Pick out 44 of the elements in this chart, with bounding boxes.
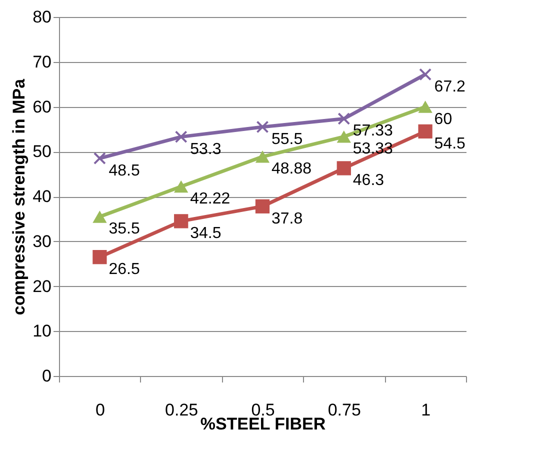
y-tick-label: 70: [32, 52, 52, 72]
data-label: 67.2: [434, 78, 466, 96]
point: [174, 180, 188, 193]
point: [336, 161, 351, 176]
x-axis-title: %STEEL FIBER: [200, 414, 326, 434]
point: [174, 214, 188, 228]
point: [419, 68, 432, 81]
y-tick-label: 60: [32, 97, 52, 116]
y-tick-label: 20: [32, 276, 52, 296]
point: [336, 130, 351, 143]
point: [255, 199, 270, 214]
data-label: 26.5: [108, 261, 140, 278]
data-label: 54.5: [434, 135, 466, 152]
y-tick-label: 80: [32, 8, 52, 26]
data-label: 35.5: [108, 220, 140, 238]
point: [93, 152, 106, 165]
data-label: 42.22: [190, 190, 230, 208]
point: [418, 100, 432, 113]
data-label: 57.33: [352, 122, 394, 140]
y-tick-label: 40: [32, 187, 52, 206]
point: [92, 250, 107, 264]
data-label: 48.88: [272, 160, 312, 178]
data-label: 53.3: [190, 140, 222, 158]
data-label: 46.3: [352, 172, 384, 190]
data-label: 37.8: [272, 210, 303, 228]
x-tick-label: 0: [95, 400, 105, 420]
point: [255, 150, 270, 163]
point: [338, 112, 350, 125]
y-tick-label: 0: [42, 366, 52, 386]
y-axis-title: compressive strength in MPa: [10, 78, 29, 316]
point: [418, 124, 432, 138]
data-label: 55.5: [272, 130, 303, 148]
point: [92, 210, 107, 223]
point: [174, 130, 188, 144]
x-tick-label: 0.75: [328, 400, 361, 420]
data-label: 48.5: [108, 162, 140, 180]
point: [256, 120, 269, 134]
y-tick-label: 30: [32, 232, 52, 251]
x-tick-label: 1: [421, 400, 431, 420]
y-tick-label: 10: [32, 322, 52, 341]
x-tick-label: 0.25: [165, 400, 198, 420]
y-tick-label: 50: [32, 142, 52, 162]
data-label: 60: [434, 110, 452, 128]
data-label: 34.5: [190, 225, 222, 242]
